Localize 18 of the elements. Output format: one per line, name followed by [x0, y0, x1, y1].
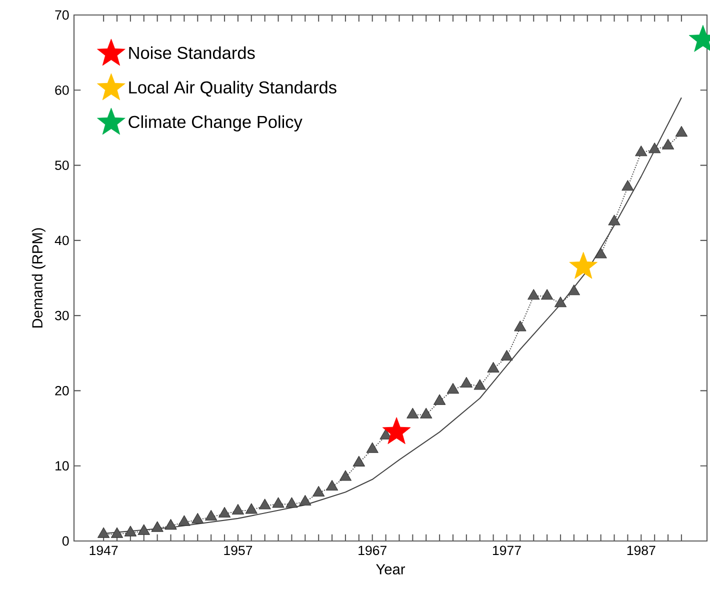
- legend-label: Local Air Quality Standards: [129, 80, 336, 97]
- x-tick-label: 1947: [90, 546, 118, 556]
- x-tick-label: 1957: [224, 546, 252, 556]
- x-axis-title: Year: [376, 564, 406, 574]
- y-axis-title: Demand (RPM): [32, 228, 46, 328]
- y-tick-label: 40: [54, 236, 69, 246]
- legend-label: Climate Change Policy: [128, 115, 302, 132]
- x-tick-label: 1967: [358, 546, 386, 556]
- y-tick-label: 70: [55, 10, 69, 20]
- y-tick-label: 10: [56, 461, 69, 471]
- y-tick-label: 30: [55, 310, 69, 320]
- x-tick-label: 1977: [492, 546, 521, 556]
- y-tick-label: 20: [55, 386, 69, 396]
- y-tick-label: 0: [62, 536, 69, 546]
- y-tick-label: 60: [55, 85, 69, 95]
- y-tick-label: 50: [55, 160, 69, 170]
- legend-label: Noise Standards: [129, 46, 255, 60]
- x-tick-label: 1987: [627, 546, 656, 556]
